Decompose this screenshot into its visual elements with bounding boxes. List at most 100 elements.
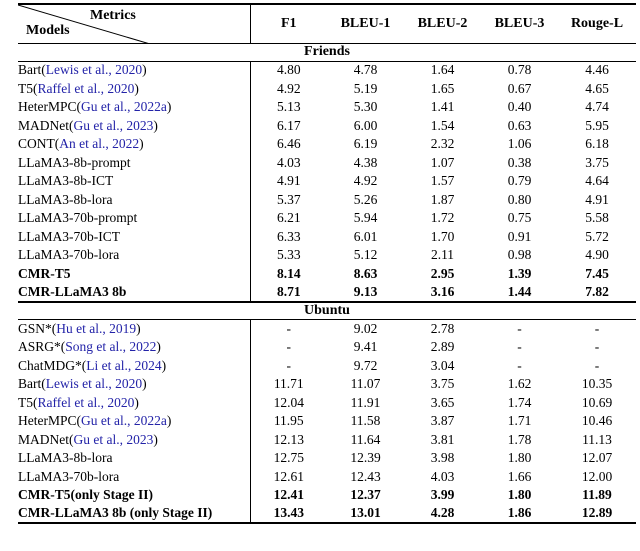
value-cell-bleu3: 0.75 (507, 210, 532, 226)
value-cell-rougel: 3.75 (585, 154, 609, 170)
model-name-suffix: ) (166, 99, 172, 115)
value-cell-bleu2: 1.57 (430, 173, 455, 189)
citation-link[interactable]: An et al., 2022 (59, 136, 140, 152)
table-row: CMR-LLaMA3 8b (only Stage II) 13.43 13.0… (18, 504, 636, 523)
table-row: CONT(An et al., 2022) 6.46 6.19 2.32 1.0… (18, 135, 636, 154)
citation-link[interactable]: Li et al., 2024 (86, 357, 162, 373)
model-cell: LLaMA3-8b-lora (18, 449, 250, 468)
corner-label-models: Models (26, 22, 70, 38)
table-row: CMR-LLaMA3 8b 8.71 9.13 3.16 1.44 7.82 (18, 283, 636, 302)
model-name: LLaMA3-8b-lora (18, 450, 113, 466)
column-header-bleu1: BLEU-1 (340, 15, 391, 31)
value-cell-bleu2: 2.11 (430, 247, 455, 263)
value-cell-rougel: 12.89 (581, 505, 613, 521)
section-header-row: Friends (18, 43, 636, 61)
value-cell-bleu3: 1.06 (507, 136, 532, 152)
citation-link[interactable]: Lewis et al., 2020 (45, 376, 143, 392)
value-cell-bleu2: 3.81 (430, 431, 455, 447)
citation-link[interactable]: Raffel et al., 2020 (37, 80, 135, 96)
value-cell-bleu3: - (517, 320, 522, 336)
table-row: ASRG*(Song et al., 2022) - 9.41 2.89 - - (18, 338, 636, 357)
citation-link[interactable]: Gu et al., 2022a (81, 413, 167, 429)
value-cell-bleu1: 13.01 (350, 505, 381, 521)
value-cell-f1: 4.80 (249, 61, 327, 80)
value-cell-bleu3: 0.79 (507, 173, 532, 189)
citation-link[interactable]: Song et al., 2022 (65, 339, 157, 355)
model-name: MADNet( (18, 117, 74, 133)
value-cell-f1: 12.75 (249, 449, 327, 468)
model-cell: LLaMA3-70b-ICT (18, 228, 250, 247)
value-cell-bleu1: 9.02 (353, 320, 378, 336)
value-cell-f1: 11.71 (249, 375, 327, 394)
citation-link[interactable]: Raffel et al., 2020 (37, 394, 135, 410)
model-name: HeterMPC( (18, 413, 81, 429)
value-cell-f1: 6.46 (249, 135, 327, 154)
table-row: LLaMA3-8b-lora 5.37 5.26 1.87 0.80 4.91 (18, 190, 636, 209)
table-row: T5(Raffel et al., 2020) 12.04 11.91 3.65… (18, 393, 636, 412)
value-cell-bleu3: 0.80 (507, 191, 532, 207)
model-name: Bart( (18, 376, 46, 392)
model-cell: LLaMA3-70b-prompt (18, 209, 250, 228)
value-cell-bleu2: 3.87 (430, 413, 455, 429)
model-name: LLaMA3-70b-prompt (18, 210, 138, 226)
table-row: LLaMA3-8b-ICT 4.91 4.92 1.57 0.79 4.64 (18, 172, 636, 191)
value-cell-rougel: 7.82 (585, 283, 609, 299)
table-row: Bart(Lewis et al., 2020) 4.80 4.78 1.64 … (18, 61, 636, 80)
value-cell-rougel: 4.64 (585, 173, 609, 189)
value-cell-bleu1: 11.58 (350, 413, 381, 429)
model-name-suffix: ) (153, 117, 158, 133)
value-cell-bleu3: - (517, 357, 522, 373)
table-row: CMR-T5 8.14 8.63 2.95 1.39 7.45 (18, 264, 636, 283)
value-cell-rougel: 4.74 (585, 99, 609, 115)
model-name: LLaMA3-70b-lora (18, 468, 120, 484)
section-title: Ubuntu (304, 302, 350, 318)
table-row: LLaMA3-8b-prompt 4.03 4.38 1.07 0.38 3.7… (18, 153, 636, 173)
value-cell-bleu1: 4.78 (353, 62, 378, 78)
table-row: CMR-T5(only Stage II) 12.41 12.37 3.99 1… (18, 486, 636, 505)
value-cell-f1: 4.03 (249, 153, 327, 172)
value-cell-bleu3: 1.39 (507, 265, 532, 281)
table-row: T5(Raffel et al., 2020) 4.92 5.19 1.65 0… (18, 79, 636, 98)
value-cell-bleu2: 1.07 (430, 154, 455, 170)
value-cell-bleu2: 2.95 (430, 265, 455, 281)
model-cell: ChatMDG*(Li et al., 2024) (18, 357, 250, 376)
value-cell-rougel: 5.72 (585, 228, 609, 244)
model-name: CMR-T5(only Stage II) (18, 487, 153, 503)
value-cell-bleu1: 11.64 (350, 431, 381, 447)
value-cell-bleu1: 5.26 (353, 191, 378, 207)
column-header-f1: F1 (249, 4, 327, 43)
citation-link[interactable]: Lewis et al., 2020 (45, 62, 143, 78)
citation-link[interactable]: Hu et al., 2019 (56, 320, 137, 336)
value-cell-bleu2: 2.78 (430, 320, 455, 336)
value-cell-f1: 5.13 (249, 98, 327, 117)
model-name: CMR-T5 (18, 265, 71, 281)
value-cell-rougel: 4.65 (585, 80, 609, 96)
value-cell-bleu1: 6.00 (353, 117, 378, 133)
value-cell-rougel: 4.46 (585, 62, 609, 78)
citation-link[interactable]: Gu et al., 2023 (73, 117, 154, 133)
value-cell-bleu3: - (517, 339, 522, 355)
value-cell-bleu1: 5.12 (353, 247, 378, 263)
value-cell-bleu1: 5.19 (353, 80, 378, 96)
value-cell-rougel: 5.95 (585, 117, 609, 133)
value-cell-rougel: 11.13 (582, 431, 612, 447)
model-name: Bart( (18, 62, 46, 78)
citation-link[interactable]: Gu et al., 2022a (81, 99, 167, 115)
section-title: Friends (304, 44, 350, 59)
model-name: CMR-LLaMA3 8b (only Stage II) (18, 505, 213, 521)
table-row: LLaMA3-70b-ICT 6.33 6.01 1.70 0.91 5.72 (18, 227, 636, 247)
value-cell-bleu1: 6.01 (353, 228, 378, 244)
value-cell-bleu1: 8.63 (353, 265, 378, 281)
model-cell: LLaMA3-8b-prompt (18, 154, 250, 173)
value-cell-f1: 5.33 (249, 246, 327, 265)
value-cell-rougel: 12.00 (581, 468, 613, 484)
value-cell-rougel: 7.45 (585, 265, 609, 281)
model-cell: HeterMPC(Gu et al., 2022a) (18, 98, 250, 117)
model-cell: CMR-LLaMA3 8b (18, 283, 250, 302)
value-cell-bleu3: 0.38 (507, 154, 532, 170)
value-cell-f1: 4.92 (249, 79, 327, 98)
model-name: ASRG*( (18, 339, 66, 355)
diagonal-divider-line (18, 5, 151, 44)
value-cell-bleu2: 3.98 (430, 450, 455, 466)
citation-link[interactable]: Gu et al., 2023 (73, 431, 154, 447)
